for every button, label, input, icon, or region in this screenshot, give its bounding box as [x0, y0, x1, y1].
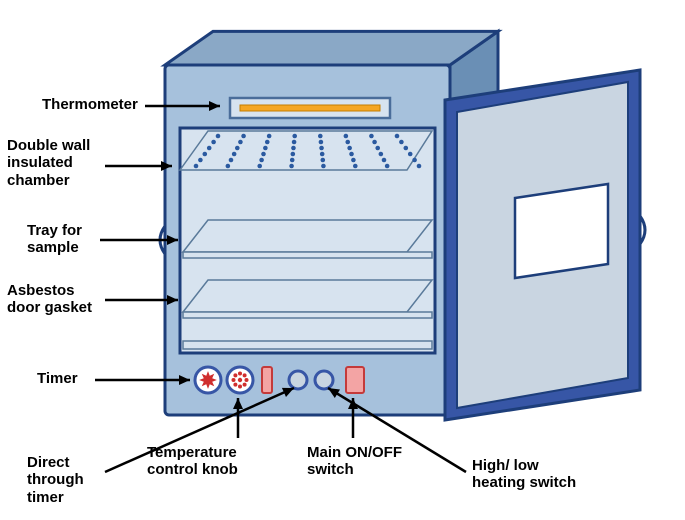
label-thermometer: Thermometer: [42, 96, 138, 113]
label-double-wall: Double wall insulated chamber: [7, 137, 90, 189]
label-main-switch: Main ON/OFF switch: [307, 444, 402, 479]
label-temp-knob: Temperature control knob: [147, 444, 238, 479]
label-gasket: Asbestos door gasket: [7, 282, 92, 317]
label-tray: Tray for sample: [27, 222, 82, 257]
oven-diagram: [0, 0, 685, 520]
label-heating-switch: High/ low heating switch: [472, 457, 576, 492]
label-timer: Timer: [37, 370, 78, 387]
label-direct-timer: Direct through timer: [27, 454, 84, 506]
